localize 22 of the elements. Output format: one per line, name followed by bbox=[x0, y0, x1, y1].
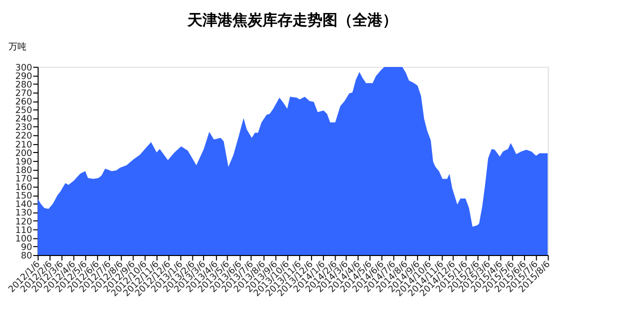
y-tick-label: 140 bbox=[15, 200, 33, 210]
y-tick-label: 110 bbox=[15, 226, 33, 236]
y-tick-label: 280 bbox=[15, 80, 33, 90]
y-tick-label: 130 bbox=[15, 208, 33, 219]
y-tick-label: 90 bbox=[20, 242, 33, 253]
y-tick-label: 190 bbox=[15, 157, 33, 168]
y-tick-label: 180 bbox=[15, 166, 33, 176]
y-tick-label: 270 bbox=[15, 88, 33, 99]
y-axis-title: 万吨 bbox=[8, 41, 26, 52]
y-tick-label: 220 bbox=[15, 132, 33, 142]
y-tick-label: 300 bbox=[15, 63, 33, 74]
y-tick-label: 200 bbox=[15, 148, 33, 159]
y-tick-label: 120 bbox=[15, 217, 33, 228]
y-tick-label: 80 bbox=[20, 251, 33, 262]
y-tick-label: 260 bbox=[15, 98, 33, 108]
y-tick-label: 210 bbox=[15, 140, 33, 150]
y-tick-label: 170 bbox=[15, 174, 33, 184]
y-tick-label: 290 bbox=[15, 72, 33, 82]
chart-title: 天津港焦炭库存走势图（全港） bbox=[186, 11, 398, 30]
y-tick-label: 160 bbox=[15, 183, 33, 194]
y-tick-label: 150 bbox=[15, 192, 33, 202]
y-tick-label: 100 bbox=[15, 234, 33, 244]
